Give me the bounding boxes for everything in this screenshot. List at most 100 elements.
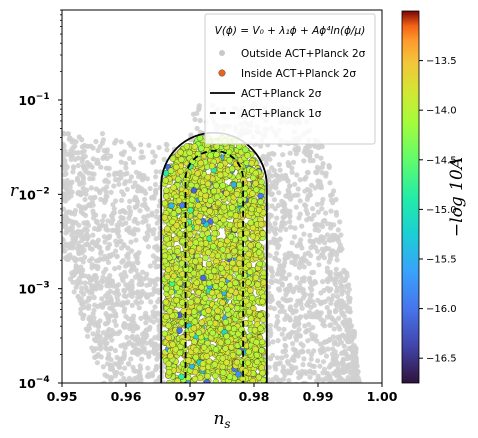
- outside-point: [93, 285, 99, 291]
- x-axis-title: ns: [213, 409, 230, 431]
- x-axis-title-main: n: [213, 409, 224, 429]
- inside-point: [179, 238, 186, 245]
- outside-point: [305, 299, 311, 305]
- outside-point: [126, 361, 132, 367]
- outside-point: [328, 208, 334, 214]
- outside-point: [323, 353, 330, 359]
- colorbar-tick-label: −15.5: [426, 255, 457, 266]
- outside-point: [89, 256, 95, 262]
- outside-point: [127, 324, 133, 330]
- outside-point: [74, 177, 80, 183]
- outside-point: [85, 234, 91, 240]
- outside-point: [148, 386, 153, 391]
- outside-point: [311, 212, 317, 218]
- outside-point: [154, 208, 160, 214]
- outside-point: [328, 197, 335, 203]
- outside-point: [307, 154, 313, 160]
- outside-point: [280, 368, 286, 374]
- outside-point: [333, 196, 339, 203]
- outside-point: [292, 323, 298, 329]
- outside-point: [278, 263, 284, 269]
- outside-point: [304, 147, 310, 153]
- outside-point: [120, 151, 126, 158]
- outside-point: [79, 229, 85, 235]
- inside-point: [246, 268, 254, 276]
- outside-point: [275, 318, 281, 324]
- outside-point: [280, 267, 286, 273]
- outside-point: [267, 253, 273, 259]
- outside-point: [105, 218, 111, 224]
- outside-point: [109, 337, 115, 343]
- outside-point: [149, 195, 155, 201]
- outside-point: [334, 303, 340, 310]
- outside-point: [294, 275, 300, 281]
- outside-point: [357, 387, 362, 392]
- outside-point: [291, 234, 298, 240]
- outside-point: [300, 362, 306, 368]
- outside-point: [116, 233, 122, 239]
- outside-point: [90, 232, 96, 238]
- outside-point: [143, 340, 150, 346]
- outside-point: [145, 314, 151, 320]
- outside-point: [334, 257, 340, 263]
- outside-point: [85, 170, 92, 176]
- outside-point: [64, 256, 71, 262]
- outside-point: [287, 219, 293, 225]
- colorbar-gradient: [401, 10, 420, 384]
- outside-point: [300, 290, 306, 296]
- inside-point: [226, 157, 233, 164]
- outside-point: [272, 388, 277, 393]
- outside-point: [302, 188, 308, 194]
- outside-point: [122, 345, 128, 351]
- outside-point: [71, 165, 77, 171]
- outside-point: [62, 141, 66, 147]
- inside-point: [249, 233, 257, 240]
- outside-point: [120, 323, 127, 329]
- inside-point: [173, 222, 180, 229]
- outside-point: [134, 334, 140, 340]
- outside-point: [307, 275, 313, 281]
- outside-point: [321, 366, 328, 372]
- outside-point: [80, 163, 86, 169]
- outside-point: [335, 371, 341, 377]
- inside-point: [170, 184, 177, 191]
- outside-point: [297, 373, 303, 379]
- inside-point: [195, 202, 202, 209]
- outside-point: [319, 200, 325, 206]
- outside-point: [96, 258, 102, 264]
- outside-point: [281, 326, 287, 332]
- outside-point: [315, 255, 322, 261]
- inside-point: [172, 264, 180, 271]
- inside-point: [192, 239, 199, 246]
- outside-point: [317, 363, 323, 369]
- outside-point: [339, 246, 345, 252]
- x-tick-label: 0.95: [47, 389, 78, 404]
- outside-point: [115, 282, 122, 288]
- outside-point: [147, 350, 153, 356]
- outside-point: [297, 280, 303, 286]
- outside-point: [132, 376, 138, 382]
- outside-point: [336, 315, 342, 321]
- contour-1sigma: [184, 149, 245, 383]
- outside-point: [316, 262, 322, 268]
- outside-point: [147, 185, 153, 192]
- outside-point: [269, 273, 275, 279]
- outside-point: [299, 245, 305, 251]
- outside-point: [108, 377, 114, 383]
- outside-point: [125, 228, 132, 234]
- outside-point: [334, 285, 340, 291]
- outside-point: [152, 181, 159, 188]
- outside-point: [343, 388, 348, 393]
- outside-point: [111, 206, 117, 212]
- outside-point: [286, 162, 292, 169]
- outside-point: [126, 215, 132, 221]
- inside-point: [244, 359, 252, 366]
- inside-point: [207, 197, 214, 204]
- outside-point: [310, 157, 316, 164]
- outside-point: [154, 220, 160, 226]
- outside-point: [122, 171, 128, 177]
- outside-point: [136, 305, 142, 311]
- outside-point: [63, 215, 69, 221]
- inside-point: [222, 319, 229, 326]
- inside-point: [220, 369, 227, 376]
